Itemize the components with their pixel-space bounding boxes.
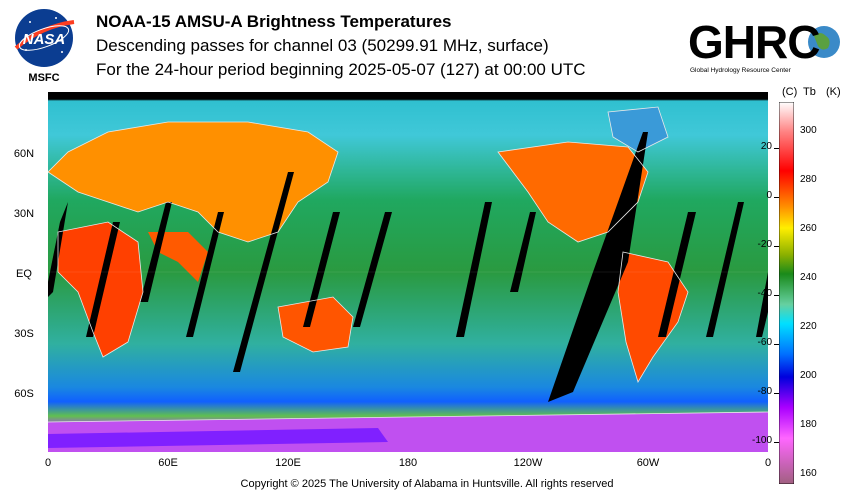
south-america xyxy=(618,252,688,382)
colorbar-k-tick-220: 220 xyxy=(800,321,817,332)
lon-label-180: 180 xyxy=(398,457,418,469)
colorbar-c-tickmark xyxy=(774,344,779,345)
colorbar-c-tick-m40: -40 xyxy=(757,288,772,299)
antarctica-inner xyxy=(48,428,388,448)
copyright-notice: Copyright © 2025 The University of Alaba… xyxy=(240,478,614,490)
colorbar-c-tick-m20: -20 xyxy=(757,239,772,250)
colorbar-k-tick-280: 280 xyxy=(800,174,817,185)
nasa-logo-caption: MSFC xyxy=(28,72,59,84)
lat-label-eq: EQ xyxy=(16,268,32,280)
lon-label-0-right: 0 xyxy=(764,457,772,469)
colorbar-c-tick-20: 20 xyxy=(760,141,772,152)
north-america xyxy=(498,142,648,242)
lat-label-30s: 30S xyxy=(14,328,34,340)
australia xyxy=(278,297,353,352)
colorbar-unit-c: (C) xyxy=(782,86,798,98)
coastlines xyxy=(48,106,768,423)
colorbar-k-tick-260: 260 xyxy=(800,223,817,234)
colorbar-k-tick-200: 200 xyxy=(800,370,817,381)
lon-label-120e: 120E xyxy=(275,457,301,469)
ghrc-logo-text: GHRC xyxy=(688,16,819,68)
colorbar-c-tickmark xyxy=(774,246,779,247)
page-subtitle: Descending passes for channel 03 (50299.… xyxy=(96,36,549,55)
ghrc-logo: GHRC Global Hydrology Resource Center xyxy=(686,10,850,76)
lon-label-0-left: 0 xyxy=(44,457,52,469)
colorbar-c-tick-m100: -100 xyxy=(751,435,772,446)
arabia-india xyxy=(148,232,208,282)
map-graphic xyxy=(48,92,768,452)
title-block: NOAA-15 AMSU-A Brightness Temperatures D… xyxy=(96,10,586,82)
colorbar-k-tick-300: 300 xyxy=(800,125,817,136)
lat-label-60n: 60N xyxy=(13,148,35,160)
land-masses xyxy=(48,107,768,452)
colorbar-unit-tb: Tb xyxy=(803,86,816,98)
colorbar-c-tickmark xyxy=(774,148,779,149)
lon-label-60e: 60E xyxy=(158,457,178,469)
colorbar-c-tickmark xyxy=(774,197,779,198)
greenland xyxy=(608,107,668,152)
period-label: For the 24-hour period beginning 2025-05… xyxy=(96,60,586,79)
colorbar-k-tick-160: 160 xyxy=(800,468,817,479)
ghrc-logo-caption: Global Hydrology Resource Center xyxy=(690,67,792,74)
colorbar-unit-k: (K) xyxy=(826,86,841,98)
lon-label-60w: 60W xyxy=(636,457,660,469)
lat-label-60s: 60S xyxy=(14,388,34,400)
nasa-logo: NASA MSFC xyxy=(12,8,76,84)
page-title: NOAA-15 AMSU-A Brightness Temperatures xyxy=(96,12,452,31)
colorbar-c-tickmark xyxy=(774,442,779,443)
colorbar-k-tick-180: 180 xyxy=(800,419,817,430)
colorbar-c-tickmark xyxy=(774,295,779,296)
colorbar-c-tickmark xyxy=(774,393,779,394)
colorbar xyxy=(778,101,795,485)
nasa-logo-text: NASA xyxy=(23,31,66,48)
colorbar-c-tick-m80: -80 xyxy=(757,386,772,397)
colorbar-c-tick-m60: -60 xyxy=(757,337,772,348)
colorbar-c-tick-0: 0 xyxy=(766,190,772,201)
eurasia xyxy=(48,122,338,242)
lat-label-30n: 30N xyxy=(13,208,35,220)
brightness-temperature-map xyxy=(48,92,768,452)
colorbar-k-tick-240: 240 xyxy=(800,272,817,283)
lon-label-120w: 120W xyxy=(513,457,543,469)
